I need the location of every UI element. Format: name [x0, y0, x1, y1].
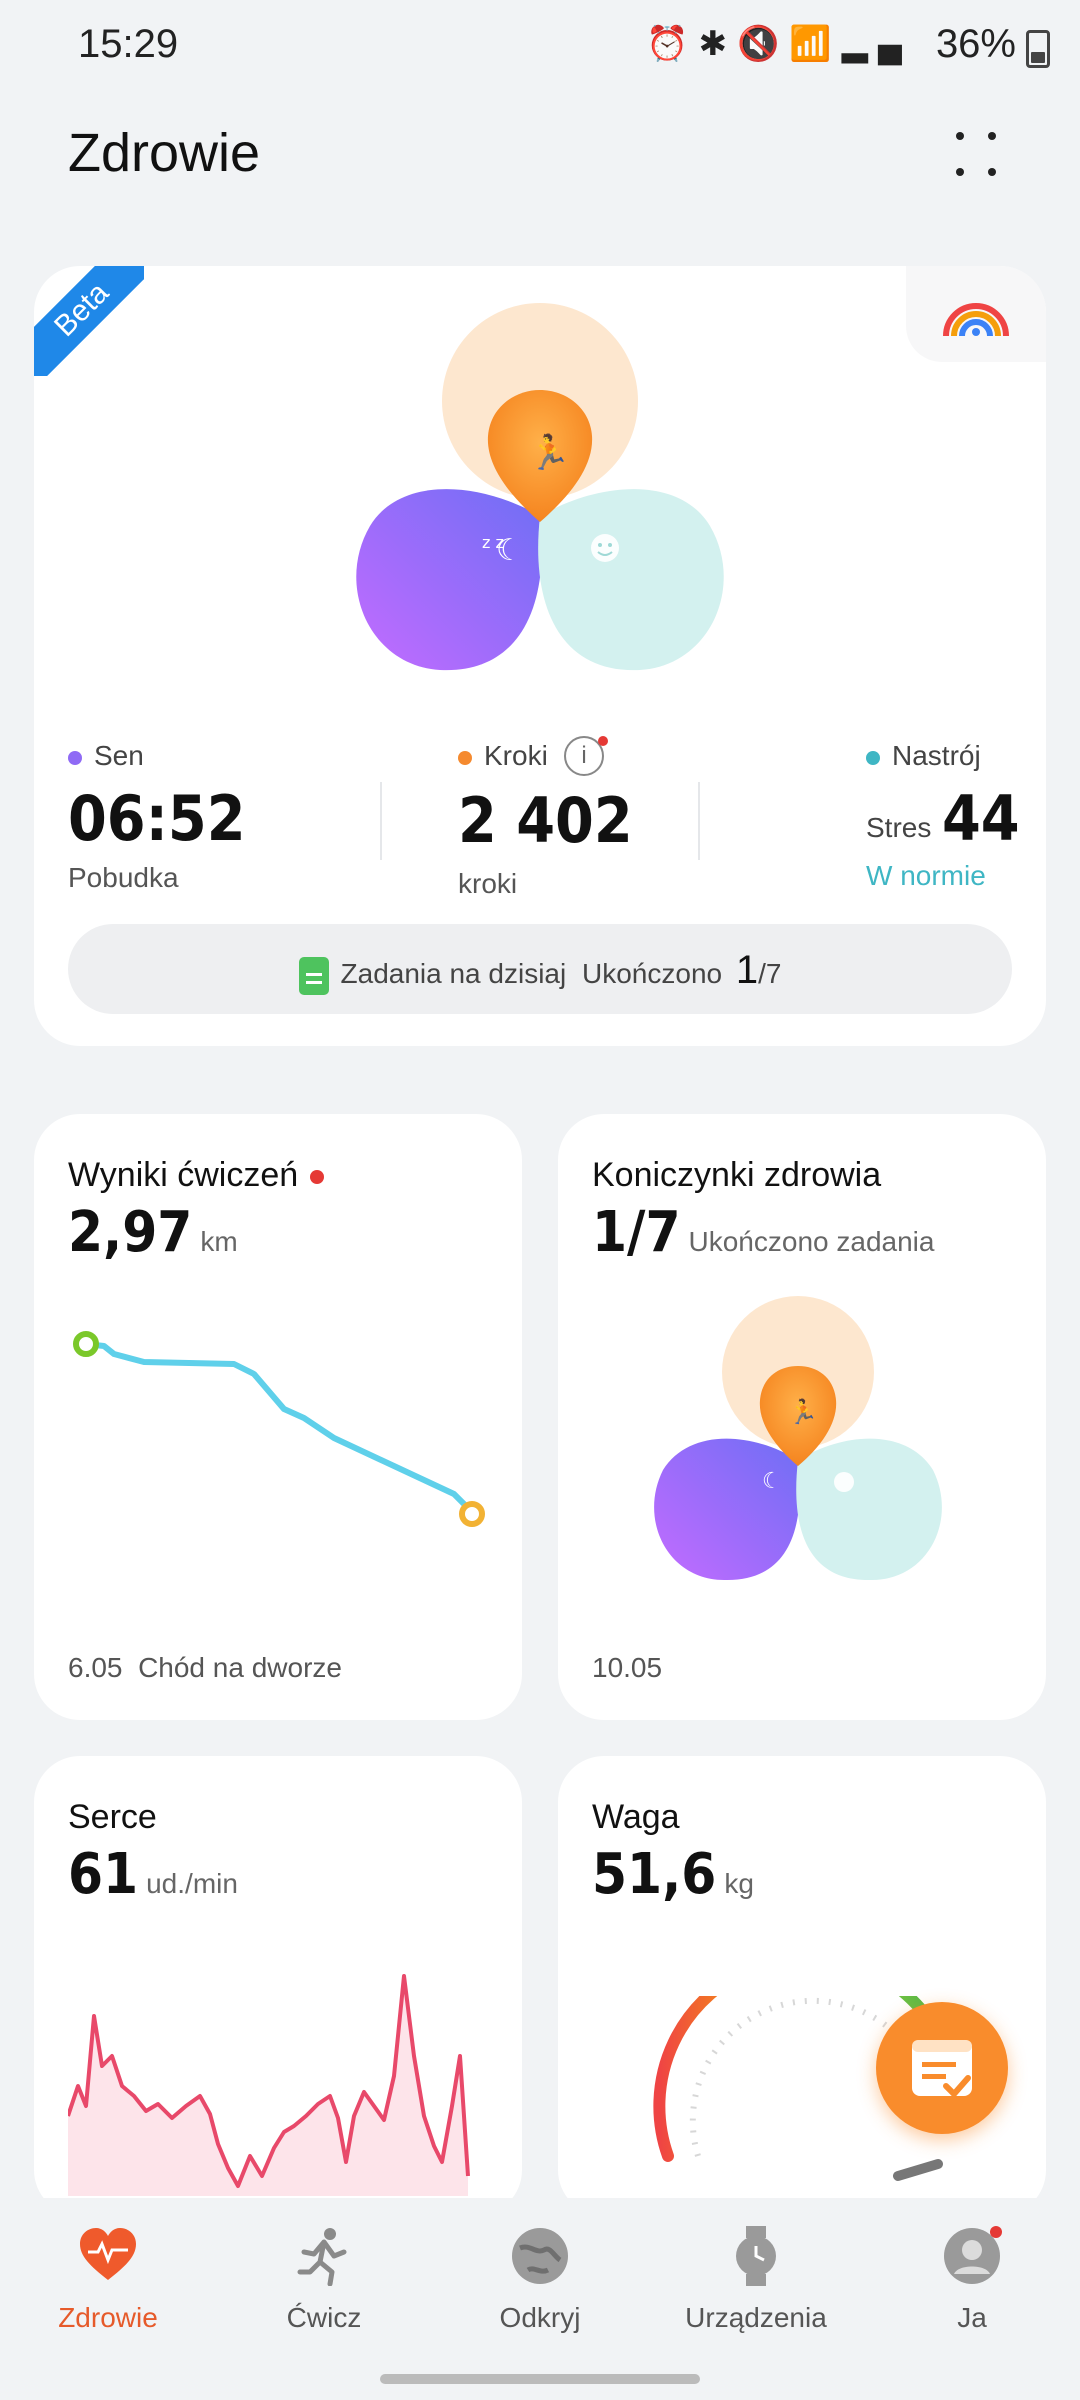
- running-icon: [297, 2228, 347, 2286]
- nav-item-devices[interactable]: Urządzenia: [648, 2198, 864, 2358]
- stress-status: W normie: [866, 860, 986, 891]
- svg-text:☾: ☾: [762, 1469, 782, 1494]
- beta-badge: Beta: [34, 266, 144, 376]
- nav-item-me[interactable]: Ja: [864, 2198, 1080, 2358]
- nav-item-exercise[interactable]: Ćwicz: [216, 2198, 432, 2358]
- home-indicator[interactable]: [380, 2374, 700, 2384]
- add-record-button[interactable]: [876, 2002, 1008, 2134]
- document-icon: [298, 956, 329, 995]
- mute-icon: 🔇: [737, 25, 790, 63]
- weight-value: 51,6 kg: [592, 1842, 754, 1907]
- health-clover-graphic: 🏃 ☾ z z: [356, 303, 724, 671]
- daily-tasks-button[interactable]: Zadania na dzisiaj Ukończono 1/7: [68, 924, 1012, 1014]
- health-clover-card[interactable]: Koniczynki zdrowia 1/7 Ukończono zadania …: [558, 1114, 1046, 1720]
- mood-label: Nastrój: [866, 740, 981, 772]
- sleep-value: 06:52: [68, 782, 246, 855]
- sleep-label: Sen: [68, 740, 144, 772]
- card-title: Serce: [68, 1798, 157, 1836]
- svg-text:🏃: 🏃: [788, 1398, 818, 1426]
- card-title: Koniczynki zdrowia: [592, 1156, 882, 1194]
- status-icons: ⏰✱🔇📶▂▄: [646, 24, 912, 64]
- battery-percent: 36%: [935, 22, 1016, 66]
- divider: [380, 782, 382, 860]
- wifi-icon: 📶: [789, 25, 842, 63]
- rainbow-icon: [943, 303, 1009, 337]
- svg-text:z z: z z: [482, 533, 504, 552]
- dot-icon: [956, 132, 964, 140]
- clover-date: 10.05: [592, 1652, 663, 1683]
- health-summary-card[interactable]: Beta 🏃 ☾ z z Sen 06:52: [34, 266, 1046, 1046]
- rainbow-button[interactable]: [906, 266, 1046, 362]
- stress-value: 44: [942, 782, 1020, 855]
- distance-value: 2,97 km: [68, 1200, 238, 1265]
- page-title: Zdrowie: [68, 123, 261, 183]
- heart-rate-card[interactable]: Serce 61 ud./min: [34, 1756, 522, 2216]
- dot-icon: [988, 168, 996, 176]
- profile-icon: [944, 2226, 1002, 2284]
- sleep-dot: [68, 750, 82, 765]
- battery-icon: [1026, 30, 1050, 68]
- status-bar: 15:29 ⏰✱🔇📶▂▄ 36%: [0, 0, 1080, 90]
- signal-icon: ▂▄: [841, 25, 912, 63]
- dot-icon: [988, 132, 996, 140]
- heart-rate-value: 61 ud./min: [68, 1842, 238, 1907]
- alarm-icon: ⏰: [646, 25, 699, 63]
- nav-item-health[interactable]: Zdrowie: [0, 2198, 216, 2358]
- steps-label: Kroki: [458, 740, 548, 772]
- status-time: 15:29: [78, 22, 179, 66]
- tasks-completed-label: Ukończono: [582, 958, 723, 989]
- svg-text:☾: ☾: [496, 533, 523, 568]
- exercise-results-card[interactable]: Wyniki ćwiczeń 2,97 km 6.05 Chód na dworz…: [34, 1114, 522, 1720]
- steps-value: 2 402: [458, 784, 633, 857]
- svg-text:🏃: 🏃: [528, 433, 570, 473]
- weight-card[interactable]: Waga 51,6 kg: [558, 1756, 1046, 2216]
- dot-icon: [956, 168, 964, 176]
- clover-mini-graphic: 🏃 ☾: [654, 1296, 942, 1581]
- tasks-done: 1: [735, 948, 759, 992]
- info-icon[interactable]: i: [564, 736, 604, 776]
- card-title: Waga: [592, 1798, 680, 1836]
- steps-dot: [458, 750, 472, 765]
- steps-sub: kroki: [458, 868, 518, 899]
- heart-rate-chart: [68, 1974, 470, 2196]
- tasks-label: Zadania na dzisiaj: [340, 958, 567, 989]
- mood-dot: [866, 750, 880, 765]
- sleep-sub: Pobudka: [68, 862, 179, 893]
- watch-icon: [736, 2226, 776, 2286]
- bluetooth-icon: ✱: [698, 25, 738, 63]
- route-map: [73, 1331, 485, 1527]
- more-options-button[interactable]: [946, 124, 1006, 184]
- bottom-navigation: Zdrowie Ćwicz Odkryj Urządzenia Ja: [0, 2198, 1080, 2358]
- divider: [698, 782, 700, 860]
- card-title: Wyniki ćwiczeń: [68, 1156, 325, 1195]
- tasks-total: /7: [758, 958, 782, 989]
- clover-value: 1/7 Ukończono zadania: [592, 1200, 935, 1265]
- notification-dot: [598, 736, 608, 746]
- exercise-footer: 6.05 Chód na dworze: [68, 1652, 342, 1683]
- note-check-icon: [912, 2040, 972, 2099]
- weight-gauge: [653, 1996, 954, 2181]
- heart-pulse-icon: [80, 2228, 136, 2280]
- notification-dot: [310, 1170, 325, 1185]
- stress-label: Stres: [866, 812, 932, 843]
- nav-item-discover[interactable]: Odkryj: [432, 2198, 648, 2358]
- globe-icon: [512, 2228, 568, 2284]
